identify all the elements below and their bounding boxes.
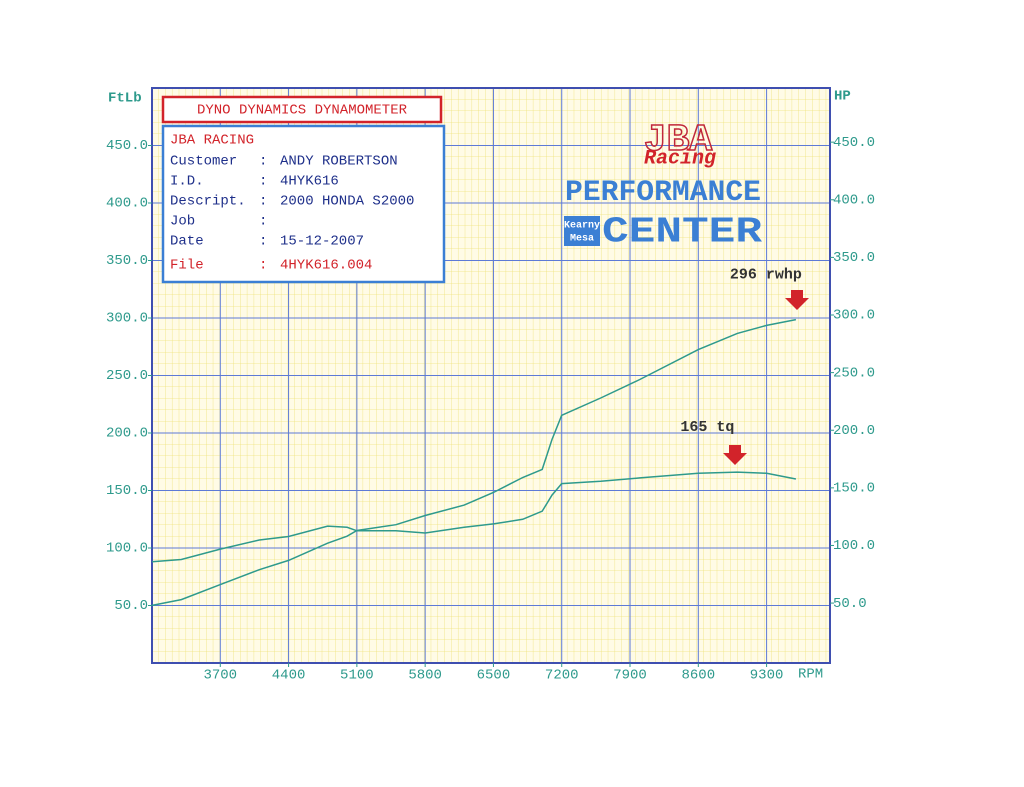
y-axis-label: FtLb <box>108 91 142 107</box>
info-label: Descript. <box>170 194 246 210</box>
logo-brand: JBA <box>644 119 713 162</box>
logo: JBA Racing PERFORMANCE Kearny Mesa CENTE… <box>564 118 762 253</box>
logo-script: Racing <box>644 147 716 170</box>
x-axis-label: RPM <box>798 667 823 683</box>
info-separator: : <box>259 258 267 274</box>
info-label: Customer <box>170 154 237 170</box>
x-tick-label: 9300 <box>750 668 784 684</box>
info-value: 15-12-2007 <box>280 234 364 250</box>
y2-tick-label: 400.0 <box>833 192 875 208</box>
y2-tick-label: 450.0 <box>833 135 875 151</box>
info-separator: : <box>259 154 267 170</box>
x-tick-label: 8600 <box>681 668 715 684</box>
logo-line1: PERFORMANCE <box>565 176 761 210</box>
annotation: 165 tq <box>680 419 734 436</box>
info-label: File <box>170 258 204 274</box>
logo-place-box <box>564 216 600 246</box>
y2-tick-label: 300.0 <box>833 308 875 324</box>
y-tick-label: 300.0 <box>106 311 148 327</box>
info-separator: : <box>259 234 267 250</box>
x-tick-label: 7200 <box>545 668 579 684</box>
info-company: JBA RACING <box>170 133 254 149</box>
info-separator: : <box>259 214 267 230</box>
data-line <box>151 318 797 607</box>
y2-tick-label: 350.0 <box>833 250 875 266</box>
x-tick-label: 4400 <box>272 668 306 684</box>
y-tick-label: 250.0 <box>106 368 148 384</box>
info-separator: : <box>259 194 267 210</box>
y-tick-label: 150.0 <box>106 483 148 499</box>
x-tick-label: 6500 <box>477 668 511 684</box>
y-tick-label: 50.0 <box>114 598 148 614</box>
title-box <box>161 95 443 124</box>
info-box <box>161 124 446 284</box>
info-value: 4HYK616 <box>280 174 339 190</box>
y2-tick-label: 150.0 <box>833 481 875 497</box>
y2-tick-label: 200.0 <box>833 423 875 439</box>
info-title: DYNO DYNAMICS DYNAMOMETER <box>197 103 408 119</box>
x-tick-label: 5800 <box>408 668 442 684</box>
y-tick-label: 400.0 <box>106 196 148 212</box>
arrow <box>785 290 809 310</box>
y2-axis-label: HP <box>834 89 851 105</box>
data-line <box>151 471 797 563</box>
x-tick-label: 5100 <box>340 668 374 684</box>
y-tick-label: 450.0 <box>106 138 148 154</box>
info-label: I.D. <box>170 174 204 190</box>
logo-place: Mesa <box>570 234 594 245</box>
y2-tick-label: 50.0 <box>833 596 867 612</box>
y-tick-label: 100.0 <box>106 541 148 557</box>
info-value: ANDY ROBERTSON <box>280 154 398 170</box>
logo-line2: CENTER <box>602 212 762 253</box>
y2-tick-label: 250.0 <box>833 365 875 381</box>
logo-place: Kearny <box>564 221 600 232</box>
y-tick-label: 200.0 <box>106 426 148 442</box>
info-label: Job <box>170 214 195 230</box>
info-label: Date <box>170 234 204 250</box>
x-tick-label: 7900 <box>613 668 647 684</box>
info-separator: : <box>259 174 267 190</box>
annotation: 296 rwhp <box>730 267 802 284</box>
y2-tick-label: 100.0 <box>833 538 875 554</box>
info-value: 4HYK616.004 <box>280 258 372 274</box>
info-value: 2000 HONDA S2000 <box>280 194 414 210</box>
x-tick-label: 3700 <box>203 668 237 684</box>
arrow <box>723 445 747 465</box>
y-tick-label: 350.0 <box>106 253 148 269</box>
